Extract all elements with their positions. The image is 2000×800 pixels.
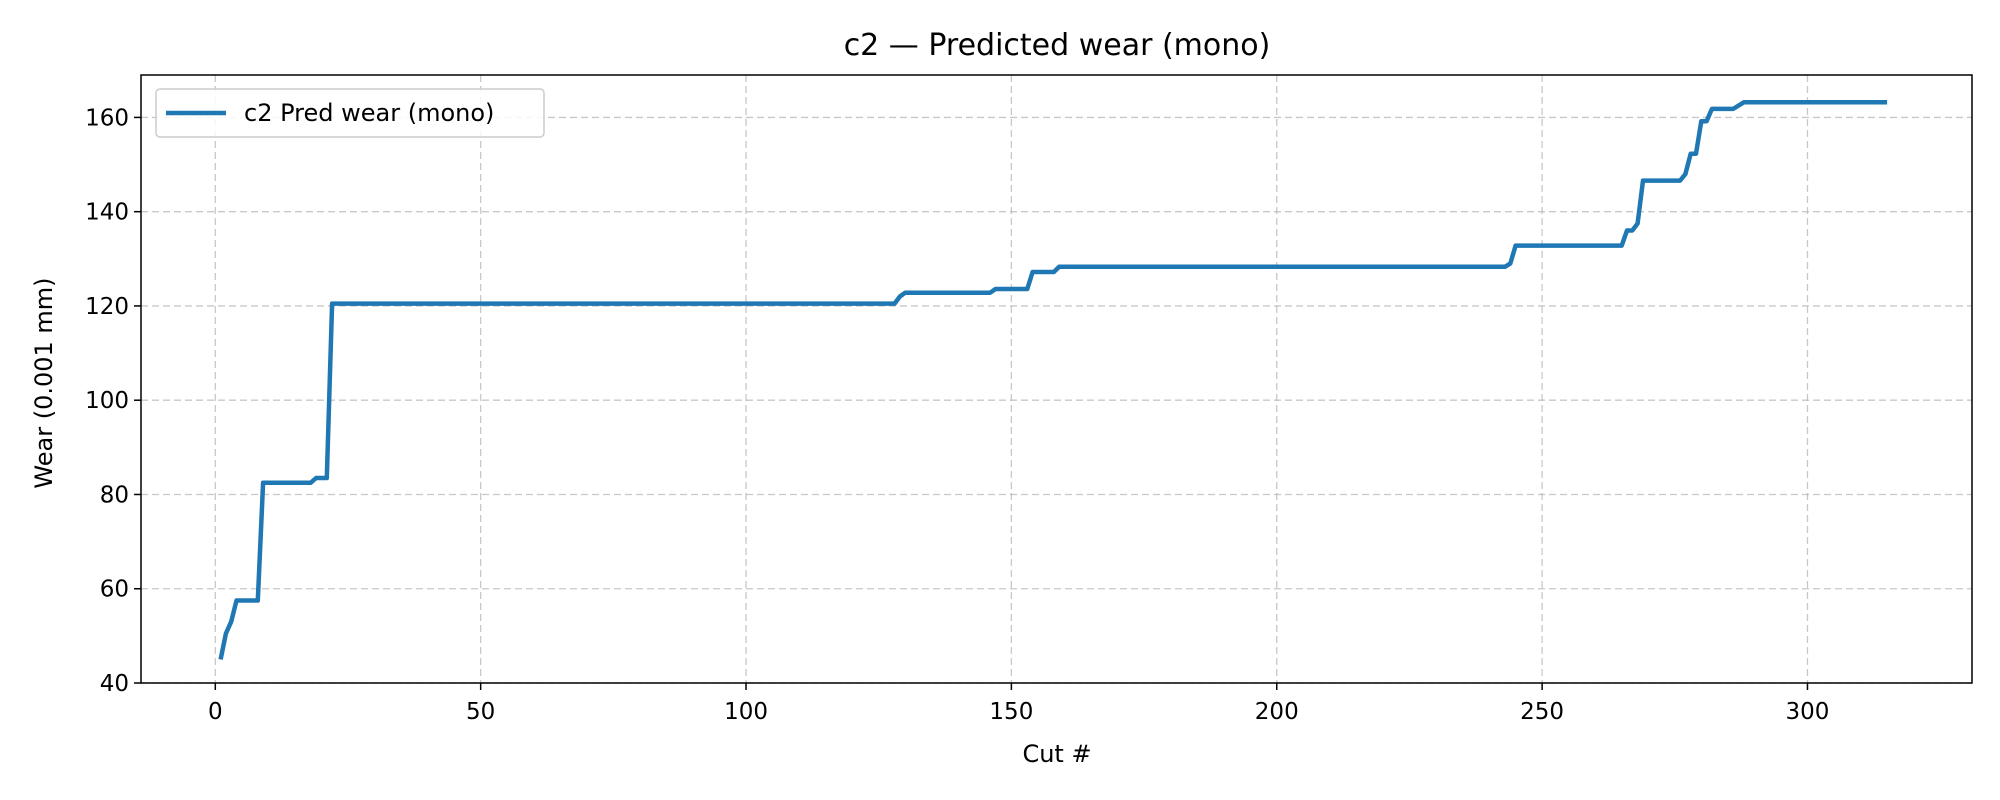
plot-frame	[140, 74, 1973, 684]
x-axis-ticks: 0 50 100 150 200 250 300	[208, 683, 1829, 725]
y-tick-label: 140	[85, 200, 129, 226]
x-tick-label: 50	[466, 699, 495, 725]
series-line	[218, 100, 1888, 660]
y-axis-ticks: 40 60 80 100 120 140 160	[85, 105, 141, 697]
x-tick-label: 0	[208, 699, 223, 725]
y-tick-label: 60	[100, 577, 129, 603]
y-tick-label: 80	[100, 482, 129, 508]
x-tick-label: 300	[1786, 699, 1830, 725]
x-tick-label: 100	[724, 699, 768, 725]
y-tick-label: 160	[85, 105, 129, 131]
y-tick-label: 120	[85, 294, 129, 320]
chart-title: c2 — Predicted wear (mono)	[844, 28, 1271, 63]
series-layer	[218, 100, 1888, 660]
y-tick-label: 40	[100, 671, 129, 697]
legend-label: c2 Pred wear (mono)	[244, 99, 494, 127]
legend: c2 Pred wear (mono)	[155, 88, 545, 138]
x-tick-label: 200	[1255, 699, 1299, 725]
y-axis-label: Wear (0.001 mm)	[30, 277, 58, 488]
legend-box	[155, 88, 545, 138]
x-axis-label: Cut #	[1022, 740, 1091, 768]
y-tick-label: 100	[85, 388, 129, 414]
x-tick-label: 250	[1520, 699, 1564, 725]
x-tick-label: 150	[989, 699, 1033, 725]
